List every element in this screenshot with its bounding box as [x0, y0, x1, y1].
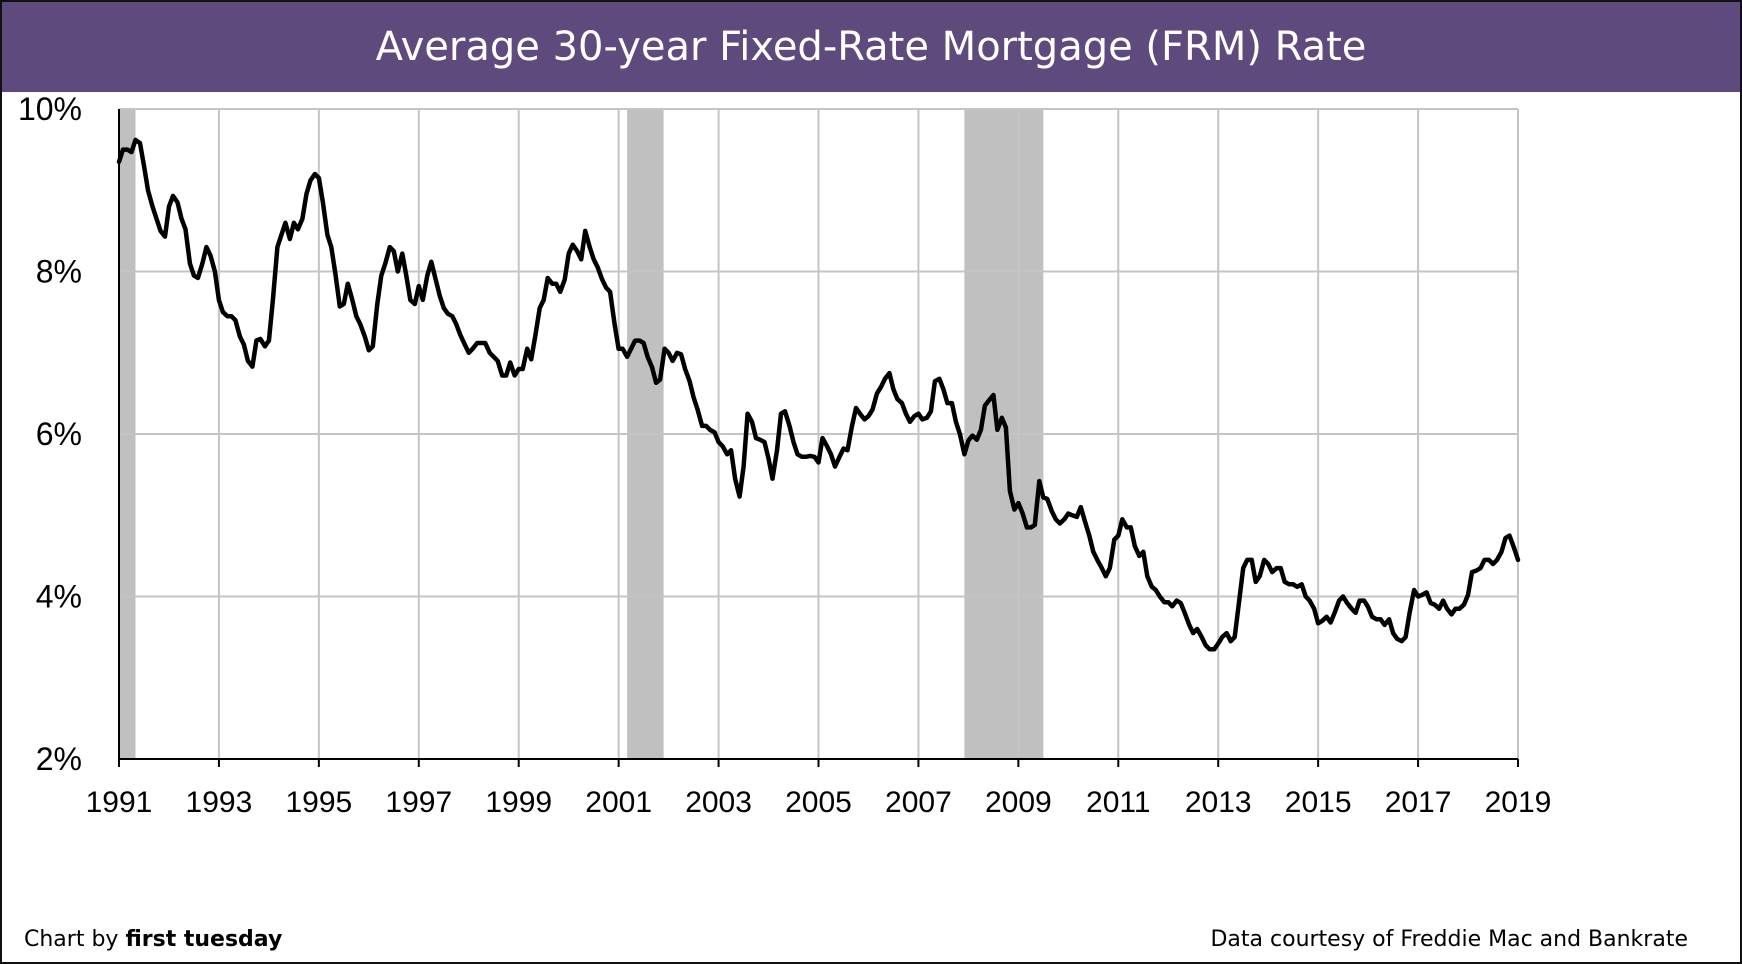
x-tick-label-2003: 2003	[685, 786, 752, 819]
x-tick-label-2007: 2007	[885, 786, 952, 819]
y-tick-label-4: 4%	[36, 579, 82, 615]
y-tick-label-10: 10%	[18, 91, 82, 127]
data-source: Data courtesy of Freddie Mac and Bankrat…	[1210, 927, 1688, 952]
x-tick-label-2011: 2011	[1086, 786, 1151, 819]
x-tick-label-1999: 1999	[485, 786, 552, 819]
series-line-0	[116, 137, 1521, 652]
x-tick-label-2009: 2009	[985, 786, 1052, 819]
x-tick-label-2019: 2019	[1485, 786, 1552, 819]
x-tick-label-1993: 1993	[186, 786, 253, 819]
y-tick-label-6: 6%	[36, 416, 82, 452]
y-tick-label-8: 8%	[36, 254, 82, 290]
x-tick-label-2017: 2017	[1385, 786, 1452, 819]
x-tick-label-1997: 1997	[385, 786, 452, 819]
credit-prefix: Chart by	[24, 927, 126, 952]
y-tick-label-2: 2%	[36, 741, 82, 777]
x-tick-label-2015: 2015	[1285, 786, 1352, 819]
x-tick-label-1995: 1995	[285, 786, 352, 819]
axes	[118, 109, 1519, 767]
credit-brand: first tuesday	[125, 927, 283, 952]
x-tick-label-1991: 1991	[86, 786, 153, 819]
gridlines	[118, 108, 1519, 760]
series-layer	[116, 137, 1521, 652]
x-tick-label-2005: 2005	[785, 786, 852, 819]
chart-title: Average 30-year Fixed-Rate Mortgage (FRM…	[2, 2, 1740, 92]
tick-labels: 1991 1993 1995 1997 1999 2001 2003 2005 2007 2009…	[18, 91, 1551, 819]
x-tick-label-2013: 2013	[1185, 786, 1252, 819]
chart-credit: Chart by first tuesday	[24, 927, 282, 952]
x-tick-label-2001: 2001	[585, 786, 652, 819]
